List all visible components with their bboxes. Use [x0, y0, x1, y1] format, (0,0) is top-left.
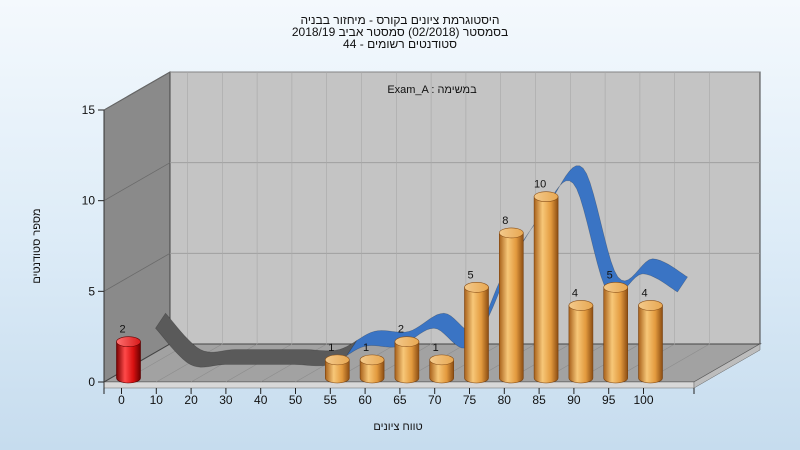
x-tick-label-80: 80: [498, 393, 512, 407]
x-axis-label: טווח ציונים: [373, 421, 422, 433]
data-label-80: 8: [502, 215, 508, 227]
bar-body: [359, 359, 385, 384]
bar-top: [394, 336, 420, 348]
x-tick-label-60: 60: [358, 393, 372, 407]
bar-body: [464, 287, 489, 384]
bar-0: 2: [116, 324, 141, 384]
data-label-70: 1: [433, 342, 439, 354]
x-tick-label-20: 20: [184, 393, 198, 407]
floor-front-edge: [103, 381, 695, 389]
x-tick-label-30: 30: [219, 393, 233, 407]
chart-title-line-3: סטודנטים רשומים - 44: [343, 37, 457, 51]
bar-top: [464, 282, 489, 293]
data-label-100: 4: [641, 287, 647, 299]
bar-body: [638, 305, 663, 384]
chart-title-line-2: בסמסטר (02/2018) סמסטר אביב 2018/19: [291, 25, 509, 39]
x-tick-label-75: 75: [463, 393, 477, 407]
bar-70: 1: [429, 342, 455, 384]
x-tick-label-65: 65: [393, 393, 407, 407]
bar-body: [394, 341, 420, 384]
chart-annotation: Exam_A : במשימה: [387, 84, 477, 96]
bar-top: [359, 354, 385, 366]
y-axis-label: מספר סטודנטים: [31, 208, 43, 283]
data-label-0: 2: [119, 324, 125, 336]
x-tick-label-70: 70: [428, 393, 442, 407]
bar-body: [533, 196, 559, 384]
bar-top: [429, 354, 455, 366]
x-tick-label-85: 85: [532, 393, 546, 407]
bar-body: [603, 287, 628, 384]
data-label-90: 4: [572, 287, 578, 299]
x-tick-label-95: 95: [602, 393, 616, 407]
bar-body: [499, 232, 524, 384]
bar-90: 4: [568, 287, 594, 384]
bar-body: [568, 305, 594, 384]
right-wall-edge: [693, 343, 761, 389]
data-label-55: 1: [328, 342, 334, 354]
bar-body: [429, 359, 454, 384]
data-label-95: 5: [607, 269, 613, 281]
bar-60: 1: [359, 342, 385, 384]
chart-title-line-1: היסטוגרמת ציונים בקורס - מיחזור בבניה: [300, 13, 500, 27]
x-tick-label-55: 55: [324, 393, 338, 407]
bars: 2 1 1 2 1 5 8 10 4 5 4: [116, 179, 663, 384]
x-tick-label-10: 10: [150, 393, 164, 407]
bar-95: 5: [603, 269, 629, 384]
bar-55: 1: [324, 342, 350, 384]
side-wall: [103, 71, 171, 383]
bar-top: [116, 336, 141, 348]
x-tick-label-40: 40: [254, 393, 268, 407]
bar-85: 10: [533, 179, 559, 384]
bar-75: 5: [464, 269, 489, 384]
bar-top: [568, 300, 594, 311]
bar-65: 2: [394, 324, 420, 384]
data-label-85: 10: [534, 179, 546, 191]
x-tick-label-50: 50: [289, 393, 303, 407]
bar-top: [498, 227, 524, 239]
gridline-side: [103, 252, 171, 292]
data-label-65: 2: [398, 324, 404, 336]
data-label-60: 1: [363, 342, 369, 354]
bar-body: [325, 359, 350, 384]
bar-top: [638, 300, 663, 311]
data-label-75: 5: [467, 269, 473, 281]
bar-top: [603, 282, 629, 293]
bar-top: [533, 191, 559, 202]
gridline-side: [103, 71, 171, 111]
bar-body: [116, 341, 141, 384]
y-tick-label: 5: [88, 284, 95, 298]
x-tick-label-100: 100: [633, 393, 653, 407]
bar-top: [324, 354, 350, 366]
bar-100: 4: [638, 287, 663, 384]
x-tick-label-0: 0: [118, 393, 125, 407]
y-tick-label: 10: [82, 194, 96, 208]
y-tick-label: 0: [88, 375, 95, 389]
gridline-side: [103, 162, 171, 202]
x-tick-label-90: 90: [567, 393, 581, 407]
bar-80: 8: [498, 215, 524, 384]
y-tick-label: 15: [82, 103, 96, 117]
